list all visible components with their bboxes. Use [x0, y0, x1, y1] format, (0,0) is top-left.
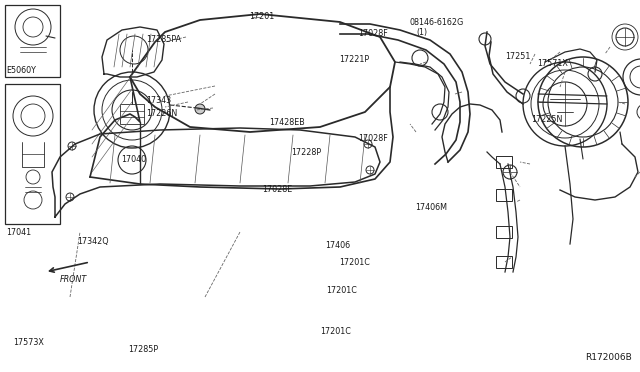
Text: R172006B: R172006B: [585, 353, 632, 362]
Text: 17285P: 17285P: [128, 345, 158, 354]
Text: 17406M: 17406M: [415, 203, 447, 212]
Text: 17406: 17406: [325, 241, 350, 250]
Text: 17221P: 17221P: [339, 55, 369, 64]
Text: 17028F: 17028F: [358, 134, 388, 143]
Text: 17225N: 17225N: [531, 115, 563, 124]
Text: 17573X: 17573X: [13, 338, 44, 347]
Bar: [5, 84, 60, 224]
Bar: [496, 156, 512, 168]
Text: 17201C: 17201C: [326, 286, 357, 295]
Text: 17428EB: 17428EB: [269, 118, 305, 127]
Circle shape: [195, 104, 205, 114]
Text: 17342Q: 17342Q: [77, 237, 108, 246]
Text: 17028F: 17028F: [358, 29, 388, 38]
Text: 17028E: 17028E: [262, 185, 292, 194]
Text: 17041: 17041: [6, 228, 31, 237]
Text: E5060Y: E5060Y: [6, 66, 36, 75]
Text: 17201C: 17201C: [320, 327, 351, 336]
Bar: [496, 189, 512, 201]
Bar: [496, 256, 512, 268]
Bar: [496, 226, 512, 238]
Bar: [120, 104, 144, 124]
Text: 17285PA: 17285PA: [146, 35, 181, 44]
Text: (1): (1): [416, 28, 427, 37]
Text: 17571X: 17571X: [538, 59, 568, 68]
Bar: [5, 5, 60, 77]
Text: 17201C: 17201C: [339, 258, 370, 267]
Text: FRONT: FRONT: [60, 275, 87, 284]
Text: 17343: 17343: [146, 96, 171, 105]
Text: 17228P: 17228P: [291, 148, 321, 157]
Text: 08146-6162G: 08146-6162G: [410, 18, 464, 27]
Text: 17201: 17201: [250, 12, 275, 21]
Text: 17040: 17040: [122, 155, 147, 164]
Text: 17226N: 17226N: [146, 109, 177, 118]
Text: 17251: 17251: [506, 52, 531, 61]
